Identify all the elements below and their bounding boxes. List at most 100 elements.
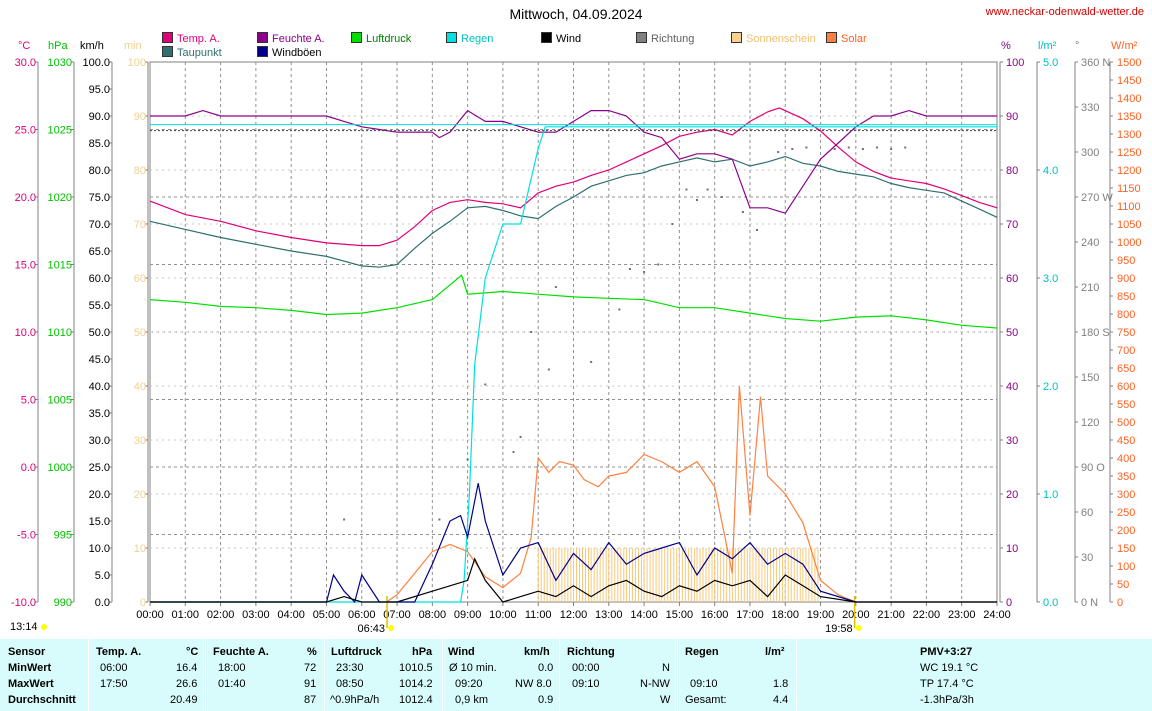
solar-axis-tick-label: 500 — [1117, 417, 1135, 429]
header-wind: Wind — [448, 646, 475, 658]
rain-max-time: 09:10 — [690, 678, 718, 690]
pressure-axis-tick-label: 1030 — [48, 57, 72, 69]
current-time-label: 13:14 — [10, 621, 47, 633]
direction-point — [805, 146, 808, 149]
sunrise-label: 06:43 — [358, 623, 386, 635]
solar-axis-tick-label: 1350 — [1117, 111, 1141, 123]
x-tick-label: 08:00 — [419, 609, 447, 621]
rain-axis-tick-label: 1.0 — [1043, 489, 1058, 501]
row-label-min: MinWert — [8, 662, 52, 674]
solar-axis-tick-label: 1100 — [1117, 201, 1141, 213]
column-divider — [205, 639, 206, 711]
series-line-temperature — [149, 107, 998, 247]
direction-point — [791, 148, 794, 150]
direction-point — [756, 229, 759, 231]
sun-axis-tick-label: 40 — [134, 381, 146, 393]
header-sensor: Sensor — [8, 646, 46, 658]
direction-axis-tick-label: 120 — [1081, 417, 1099, 429]
direction-point — [530, 331, 533, 333]
wind-chill: WC 19.1 °C — [920, 662, 979, 674]
wind-axis-tick-label: 45.0 — [89, 354, 110, 366]
direction-point — [547, 368, 550, 371]
humidity-axis-tick-label: 30 — [1006, 435, 1018, 447]
sun-axis-tick-label: 10 — [134, 543, 146, 555]
humidity-min-time: 18:00 — [218, 662, 246, 674]
wind-distance: 0,9 km — [455, 694, 489, 706]
solar-axis-tick-label: 600 — [1117, 381, 1135, 393]
pressure-unit: hPa — [48, 40, 68, 52]
header-wind-unit: km/h — [524, 646, 550, 658]
direction-point — [847, 146, 850, 149]
solar-axis-tick-label: 850 — [1117, 291, 1135, 303]
wind-axis-tick-label: 15.0 — [89, 516, 110, 528]
humidity-axis-tick-label: 10 — [1006, 543, 1018, 555]
wind-axis-tick-label: 75.0 — [89, 192, 110, 204]
wind-axis-tick-label: 80.0 — [89, 165, 110, 177]
direction-point — [876, 146, 879, 149]
wind-axis-tick-label: 5.0 — [95, 570, 110, 582]
direction-axis-tick-label: 300 — [1081, 147, 1099, 159]
sun-axis-tick-label: 100 — [128, 57, 146, 69]
humidity-axis-tick-label: 50 — [1006, 327, 1018, 339]
pressure-axis-tick-label: 995 — [54, 530, 72, 542]
x-tick-label: 13:00 — [595, 609, 623, 621]
temp-axis-tick-label: 25.0 — [15, 125, 36, 137]
x-tick-label: 06:00 — [348, 609, 376, 621]
temp-axis-tick-label: -10.0 — [11, 597, 36, 609]
direction-point — [671, 223, 674, 225]
wind-axis-tick-label: 85.0 — [89, 138, 110, 150]
wind-axis-tick-label: 90.0 — [89, 111, 110, 123]
wind-axis-tick-label: 50.0 — [89, 327, 110, 339]
solar-axis-tick-label: 100 — [1117, 561, 1135, 573]
direction-axis-tick-label: 90 O — [1081, 462, 1105, 474]
temp-min-value: 16.4 — [176, 662, 198, 674]
direction-point — [484, 383, 487, 386]
solar-axis-tick-label: 1500 — [1117, 57, 1141, 69]
solar-axis-tick-label: 150 — [1117, 543, 1135, 555]
direction-axis-tick-label: 180 S — [1081, 327, 1110, 339]
direction-point — [833, 148, 836, 150]
series-line-dewpoint — [149, 155, 998, 268]
direction-unit: ° — [1075, 40, 1080, 52]
wind-axis-tick-label: 95.0 — [89, 84, 110, 96]
solar-axis-tick-label: 900 — [1117, 273, 1135, 285]
row-label-avg: Durchschnitt — [8, 694, 76, 706]
sunset-label: 19:58 — [825, 623, 853, 635]
sun-axis-tick-label: 80 — [134, 165, 146, 177]
legend-wind: Wind — [541, 32, 581, 45]
website-link[interactable]: www.neckar-odenwald-wetter.de — [985, 6, 1144, 18]
direction-axis-tick-label: 270 W — [1081, 192, 1113, 204]
direction-axis-tick-label: 60 — [1081, 507, 1093, 519]
wind-axis-tick-label: 60.0 — [89, 273, 110, 285]
temp-axis-tick-label: 30.0 — [15, 57, 36, 69]
direction-point — [643, 271, 646, 273]
temp-axis-tick-label: 10.0 — [15, 327, 36, 339]
solar-axis-tick-label: 1200 — [1117, 165, 1141, 177]
direction-axis-tick-label: 0 N — [1081, 597, 1098, 609]
rain-axis-tick-label: 3.0 — [1043, 273, 1058, 285]
legend-swatch-icon — [351, 32, 362, 43]
pressure-trend-3h: -1.3hPa/3h — [920, 694, 974, 706]
humidity-min-value: 72 — [304, 662, 317, 674]
temp-max-value: 26.6 — [176, 678, 198, 690]
series-line-pressure — [149, 274, 998, 329]
direction-point — [590, 361, 593, 363]
sun-marker-icon — [40, 624, 47, 630]
direction-point — [741, 211, 744, 213]
solar-axis-tick-label: 450 — [1117, 435, 1135, 447]
sunset-sun-icon — [855, 625, 862, 631]
legend-swatch-icon — [162, 46, 173, 57]
pressure-max-value: 1014.2 — [399, 678, 433, 690]
solar-axis-tick-label: 300 — [1117, 489, 1135, 501]
direction-point — [512, 451, 515, 453]
humidity-unit: % — [1001, 40, 1011, 52]
solar-axis-tick-label: 1450 — [1117, 75, 1141, 87]
header-pmv: PMV+3:27 — [920, 646, 973, 658]
wind-axis-tick-label: 70.0 — [89, 219, 110, 231]
direction-point — [904, 146, 907, 149]
sun-axis-tick-label: 70 — [134, 219, 146, 231]
humidity-avg-value: 87 — [304, 694, 317, 706]
direction-avg-value: W — [660, 694, 671, 706]
pressure-min-time: 23:30 — [336, 662, 364, 674]
legend-humidity: Feuchte A. — [257, 32, 325, 45]
